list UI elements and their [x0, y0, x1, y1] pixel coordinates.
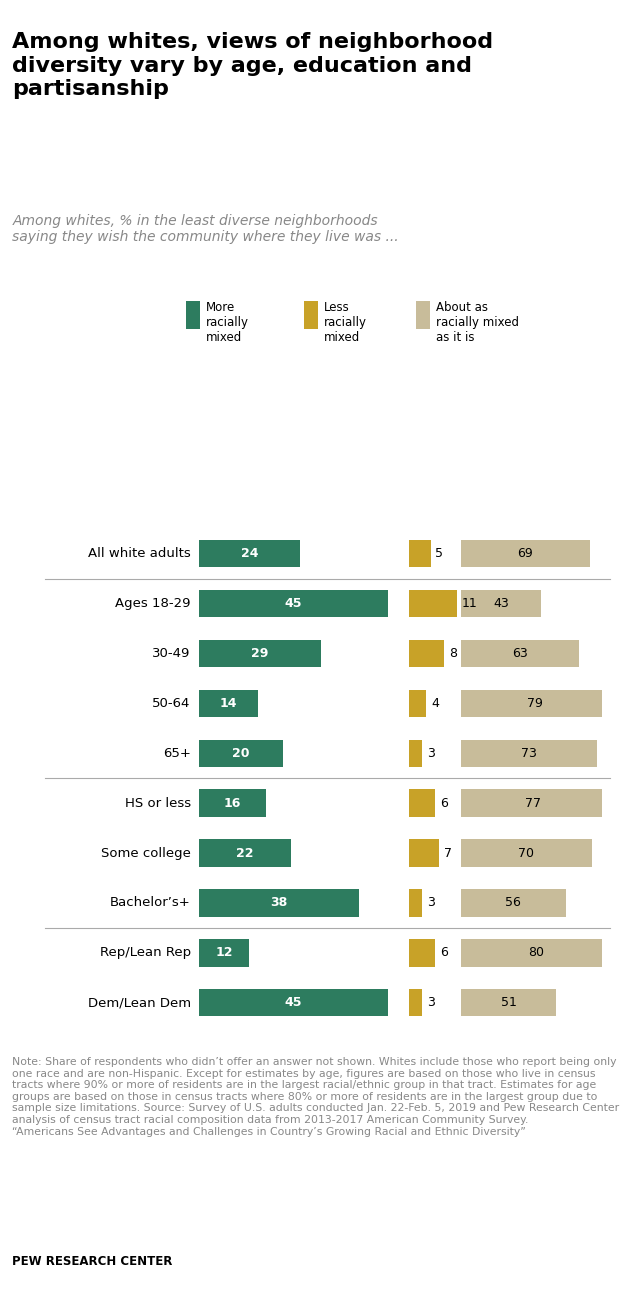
Bar [199, 790, 266, 817]
Bar [461, 739, 597, 767]
Text: Among whites, views of neighborhood
diversity vary by age, education and
partisa: Among whites, views of neighborhood dive… [12, 32, 494, 99]
Bar [461, 988, 556, 1017]
Text: 11: 11 [462, 597, 478, 610]
Bar [409, 639, 444, 667]
Text: 29: 29 [251, 647, 268, 660]
Text: 63: 63 [512, 647, 528, 660]
Text: 51: 51 [501, 996, 517, 1009]
Text: 69: 69 [518, 547, 533, 560]
Bar [199, 890, 359, 917]
Text: Dem/Lean Dem: Dem/Lean Dem [88, 996, 191, 1009]
Text: 22: 22 [237, 847, 254, 860]
Bar [199, 690, 258, 717]
Text: 12: 12 [215, 947, 233, 960]
Text: 43: 43 [493, 597, 509, 610]
Text: 30-49: 30-49 [152, 647, 191, 660]
Bar [199, 739, 283, 767]
Bar [409, 690, 426, 717]
Text: Rep/Lean Rep: Rep/Lean Rep [99, 947, 191, 960]
Bar [461, 790, 605, 817]
Bar [199, 540, 300, 567]
Text: More
racially
mixed: More racially mixed [206, 301, 249, 344]
Bar [461, 890, 566, 917]
Text: 56: 56 [505, 896, 521, 909]
Bar [199, 939, 249, 966]
Bar [199, 839, 291, 866]
Bar [461, 590, 542, 617]
Bar [409, 540, 430, 567]
Text: 77: 77 [525, 796, 541, 809]
Text: 50-64: 50-64 [152, 696, 191, 709]
Text: Ages 18-29: Ages 18-29 [115, 597, 191, 610]
Text: All white adults: All white adults [88, 547, 191, 560]
Text: About as
racially mixed
as it is: About as racially mixed as it is [436, 301, 519, 344]
Text: PEW RESEARCH CENTER: PEW RESEARCH CENTER [12, 1255, 173, 1268]
Text: 73: 73 [521, 747, 537, 760]
Text: Bachelor’s+: Bachelor’s+ [110, 896, 191, 909]
Text: Less
racially
mixed: Less racially mixed [324, 301, 367, 344]
Text: 16: 16 [224, 796, 241, 809]
Text: 3: 3 [427, 747, 435, 760]
Text: 3: 3 [427, 896, 435, 909]
Bar [409, 590, 457, 617]
Bar [199, 590, 389, 617]
Bar [199, 988, 389, 1017]
Bar [461, 839, 592, 866]
Text: Among whites, % in the least diverse neighborhoods
saying they wish the communit: Among whites, % in the least diverse nei… [12, 214, 399, 244]
Bar [199, 639, 321, 667]
Bar [461, 540, 590, 567]
Bar [461, 639, 579, 667]
Text: 6: 6 [440, 796, 448, 809]
Text: 38: 38 [270, 896, 288, 909]
Bar [409, 790, 435, 817]
Text: 80: 80 [528, 947, 544, 960]
Text: 7: 7 [444, 847, 452, 860]
Text: 3: 3 [427, 996, 435, 1009]
Text: HS or less: HS or less [125, 796, 191, 809]
Bar [409, 988, 422, 1017]
Text: 70: 70 [519, 847, 535, 860]
Text: 20: 20 [232, 747, 250, 760]
Text: 79: 79 [527, 696, 543, 709]
Bar [409, 939, 435, 966]
Text: 65+: 65+ [163, 747, 191, 760]
Bar [409, 890, 422, 917]
Text: 45: 45 [285, 597, 302, 610]
Text: Note: Share of respondents who didn’t offer an answer not shown. Whites include : Note: Share of respondents who didn’t of… [12, 1057, 620, 1136]
Bar [461, 690, 609, 717]
Text: 45: 45 [285, 996, 302, 1009]
Text: 4: 4 [431, 696, 439, 709]
Text: 6: 6 [440, 947, 448, 960]
Text: 24: 24 [240, 547, 258, 560]
Bar [409, 839, 440, 866]
Text: 14: 14 [219, 696, 237, 709]
Bar [461, 939, 610, 966]
Bar [409, 739, 422, 767]
Text: Some college: Some college [101, 847, 191, 860]
Text: 5: 5 [435, 547, 443, 560]
Text: 8: 8 [449, 647, 456, 660]
